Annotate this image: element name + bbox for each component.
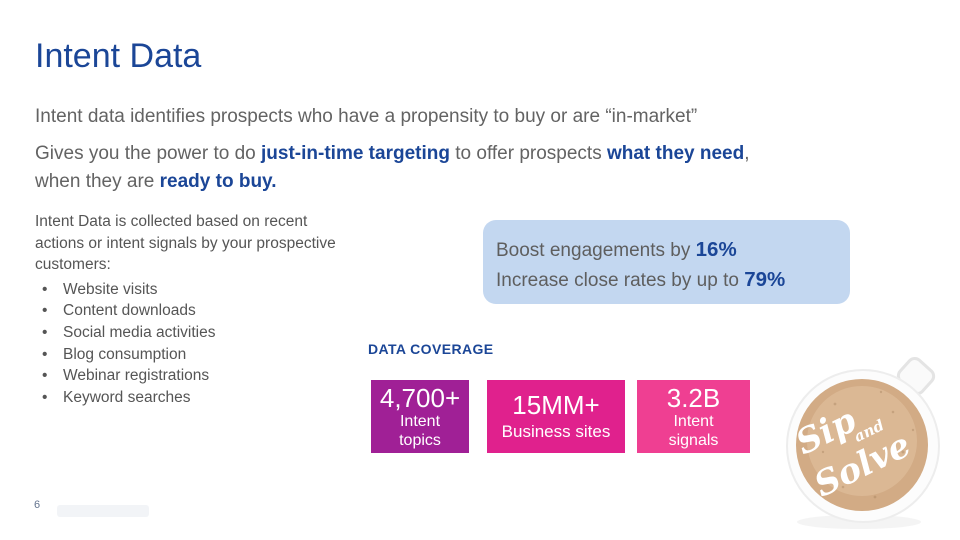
coffee-speckles (821, 390, 915, 499)
bullet-item: Content downloads (35, 300, 336, 322)
faint-watermark (57, 505, 149, 517)
intent-signals-block: Intent Data is collected based on recent… (35, 211, 336, 408)
callout-line-close-rates: Increase close rates by up to 79% (496, 265, 850, 295)
value-prop-line-2: when they are ready to buy. (35, 170, 277, 192)
value-proposition-paragraph: Gives you the power to do just-in-time t… (35, 140, 750, 195)
bullet-item: Keyword searches (35, 387, 336, 409)
coffee-cup-image: Sip and Solve (786, 356, 940, 529)
bullet-item: Website visits (35, 279, 336, 301)
signals-heading-line: Intent Data is collected based on recent (35, 213, 308, 230)
stat-value-close-rates: 79% (744, 268, 786, 291)
callout-line-engagements: Boost engagements by 16% (496, 235, 850, 265)
page-title: Intent Data (35, 37, 202, 75)
stat-box-intent-topics: 4,700+ Intent topics (371, 380, 469, 453)
stat-label: topics (399, 431, 441, 449)
stats-callout: Boost engagements by 16% Increase close … (483, 220, 850, 304)
stat-value: 4,700+ (379, 382, 461, 413)
page-number: 6 (34, 499, 41, 511)
stat-label: Intent (399, 412, 441, 430)
stat-value: 15MM+ (512, 390, 600, 420)
signals-heading-line: customers: (35, 256, 111, 274)
bullet-item: Webinar registrations (35, 365, 336, 387)
intro-paragraph: Intent data identifies prospects who hav… (35, 106, 698, 127)
stat-label: Intent (673, 412, 714, 430)
data-coverage-label: DATA COVERAGE (368, 341, 494, 357)
coffee-foam (807, 386, 917, 496)
stat-label: Business sites (501, 422, 611, 441)
stat-value: 3.2B (666, 382, 721, 413)
stat-box-intent-signals: 3.2B Intent signals (637, 380, 750, 453)
signals-bullet-list: Website visits Content downloads Social … (35, 279, 336, 409)
stat-box-business-sites: 15MM+ Business sites (487, 380, 625, 453)
value-prop-line-1: Gives you the power to do just-in-time t… (35, 143, 750, 164)
stat-value-engagements: 16% (695, 238, 737, 261)
signals-heading-line: actions or intent signals by your prospe… (35, 234, 336, 252)
bullet-item: Blog consumption (35, 344, 336, 366)
callout-prefix: Boost engagements by (496, 240, 696, 261)
bullet-item: Social media activities (35, 322, 336, 344)
callout-prefix: Increase close rates by up to (496, 270, 745, 291)
stat-label: signals (668, 431, 719, 449)
